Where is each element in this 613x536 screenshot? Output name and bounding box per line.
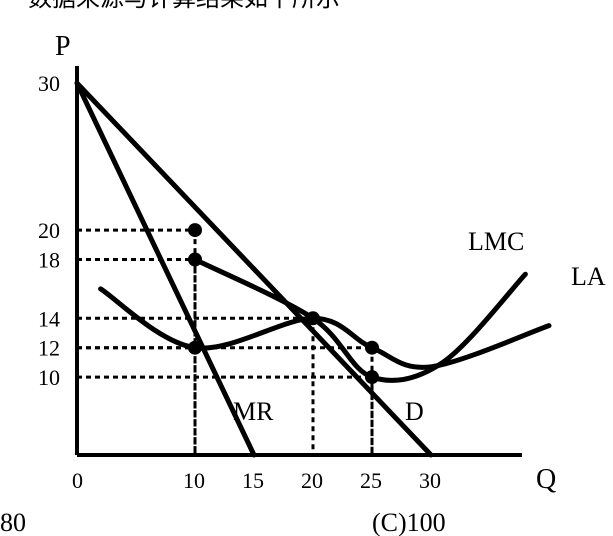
point-marker <box>188 340 202 355</box>
y-tick-12: 12 <box>38 336 60 361</box>
y-axis-title: P <box>55 31 71 62</box>
ticks: 10 12 14 18 20 30 0 10 15 20 25 30 <box>38 71 441 493</box>
label-d: D <box>405 397 424 426</box>
x-tick-20: 20 <box>301 468 323 493</box>
point-marker <box>188 223 202 238</box>
x-axis-title: Q <box>536 464 556 495</box>
point-marker <box>306 311 320 326</box>
bottom-left-label: 80 <box>0 508 26 536</box>
top-text-fragment: 数据来源与计算结果如下所示 <box>28 0 340 12</box>
y-tick-14: 14 <box>38 306 60 331</box>
label-mr: MR <box>233 397 274 426</box>
x-tick-0: 0 <box>72 468 83 493</box>
point-marker <box>365 370 379 385</box>
x-tick-25: 25 <box>360 468 382 493</box>
bottom-right-label: (C)100 <box>372 508 446 536</box>
label-la: LA <box>571 262 606 291</box>
x-tick-30: 30 <box>419 468 441 493</box>
label-lmc: LMC <box>468 227 524 256</box>
y-tick-10: 10 <box>38 365 60 390</box>
x-tick-15: 15 <box>242 468 264 493</box>
curve-mr <box>74 80 257 458</box>
curves <box>74 80 552 458</box>
point-marker <box>188 252 202 267</box>
point-marker <box>365 340 379 355</box>
curve-la <box>98 286 552 370</box>
x-tick-10: 10 <box>183 468 205 493</box>
y-tick-18: 18 <box>38 247 60 272</box>
curve-lmc <box>192 256 528 383</box>
y-tick-30: 30 <box>38 71 60 96</box>
curve-d <box>74 80 434 458</box>
points <box>188 223 379 385</box>
y-tick-20: 20 <box>38 218 60 243</box>
curve-labels: D MR LMC LA <box>233 227 606 426</box>
